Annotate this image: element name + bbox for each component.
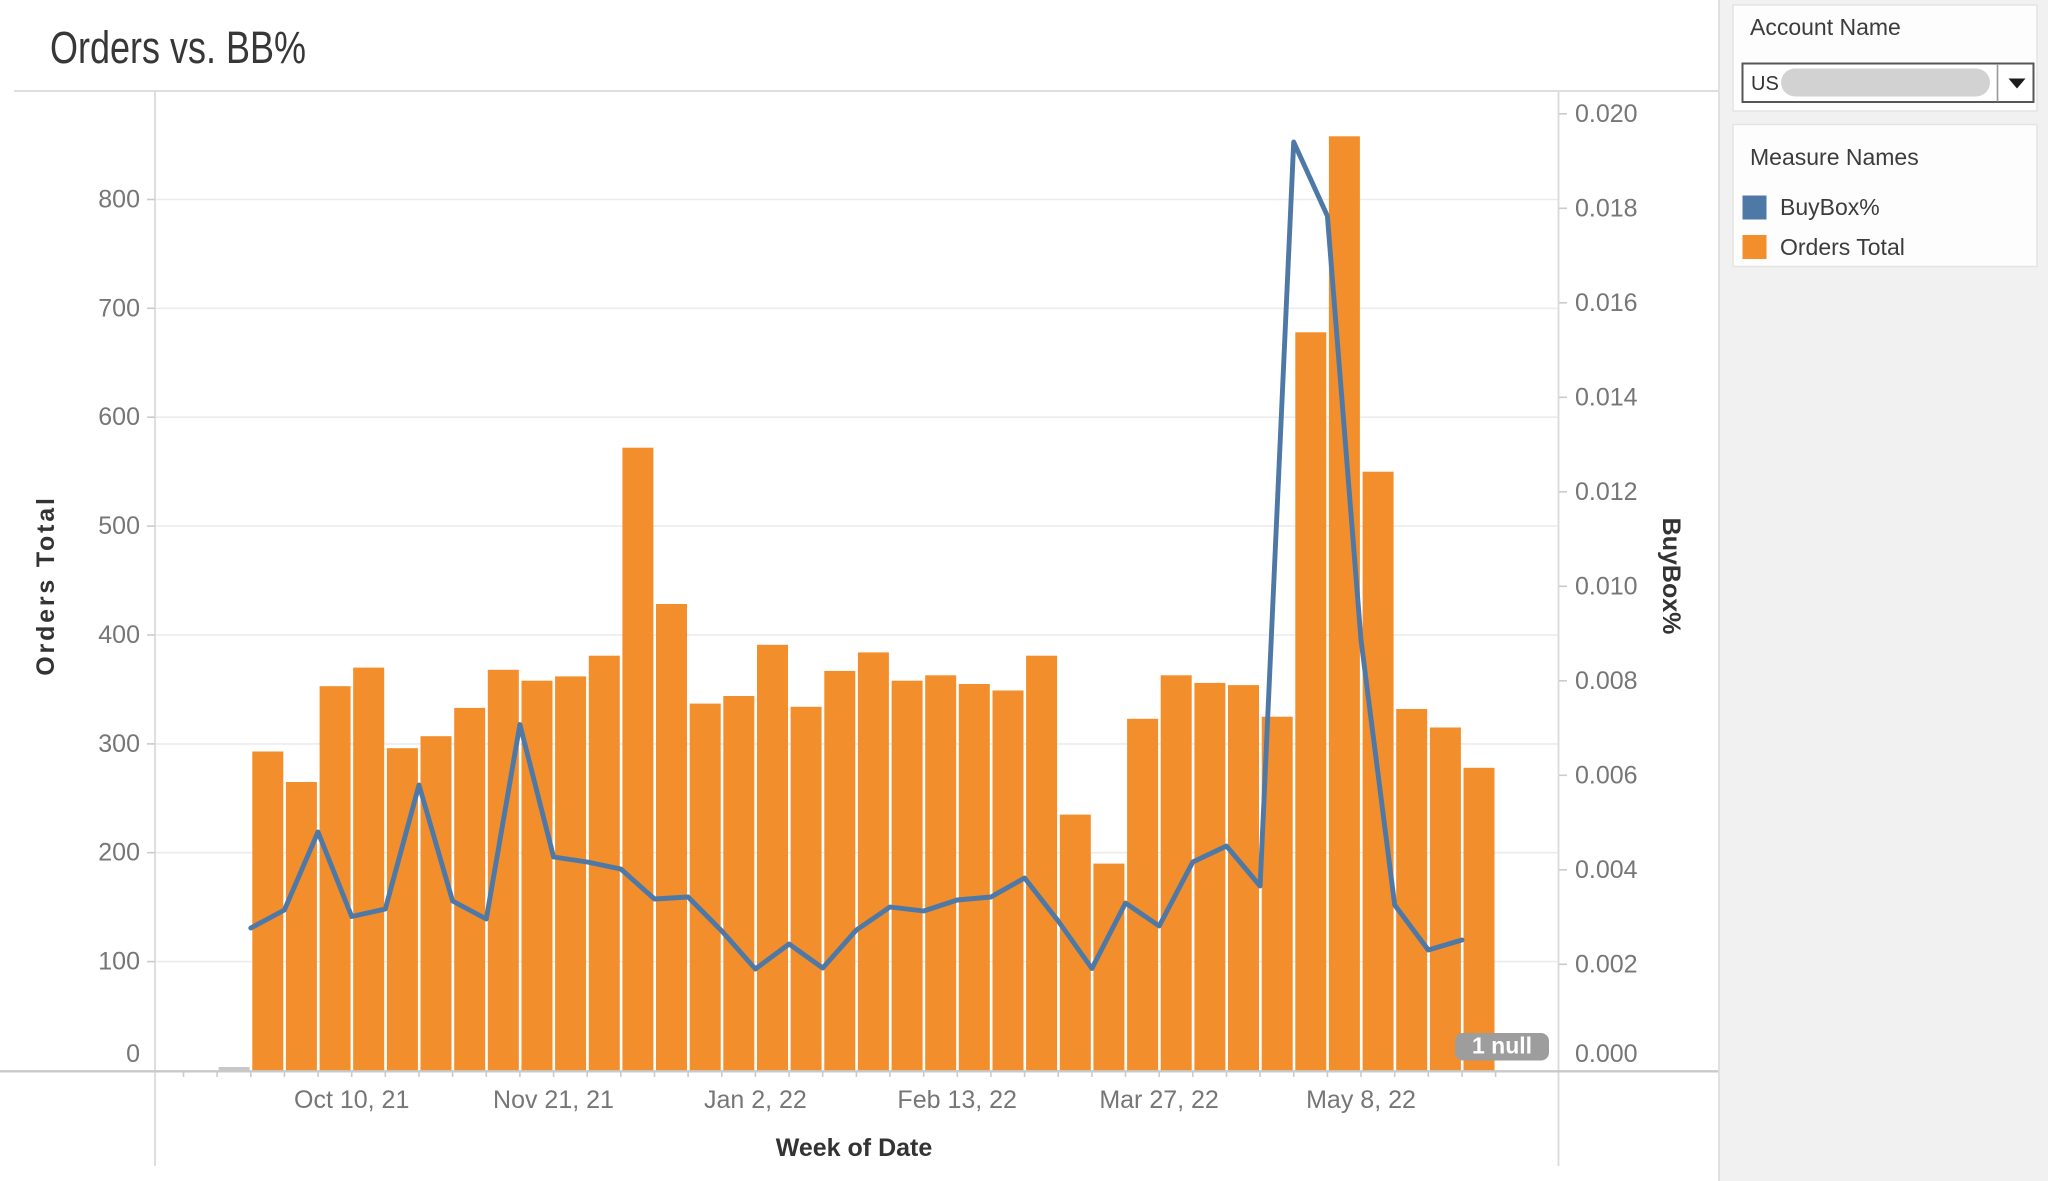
svg-text:0.014: 0.014 <box>1575 383 1638 411</box>
svg-text:0.018: 0.018 <box>1575 194 1638 222</box>
svg-text:May 8, 22: May 8, 22 <box>1306 1086 1416 1114</box>
svg-text:1 null: 1 null <box>1472 1033 1532 1059</box>
svg-text:0.002: 0.002 <box>1575 950 1638 978</box>
svg-text:0.008: 0.008 <box>1575 667 1638 695</box>
svg-text:100: 100 <box>98 948 140 976</box>
svg-text:0.016: 0.016 <box>1575 289 1638 317</box>
svg-text:Nov 21, 21: Nov 21, 21 <box>493 1086 614 1114</box>
svg-text:Measure Names: Measure Names <box>1750 144 1919 170</box>
svg-text:200: 200 <box>98 839 140 867</box>
svg-text:Oct 10, 21: Oct 10, 21 <box>294 1086 409 1114</box>
svg-text:Week of Date: Week of Date <box>776 1134 933 1162</box>
svg-text:300: 300 <box>98 730 140 758</box>
svg-text:Account Name: Account Name <box>1750 14 1901 40</box>
svg-text:0.010: 0.010 <box>1575 572 1638 600</box>
svg-text:Mar 27, 22: Mar 27, 22 <box>1099 1086 1219 1114</box>
svg-text:BuyBox%: BuyBox% <box>1657 518 1685 635</box>
svg-text:700: 700 <box>98 294 140 322</box>
svg-text:500: 500 <box>98 512 140 540</box>
svg-text:Orders Total: Orders Total <box>1780 234 1905 260</box>
svg-text:Orders vs. BB%: Orders vs. BB% <box>50 22 306 73</box>
svg-text:0: 0 <box>126 1040 140 1068</box>
svg-text:US: US <box>1751 73 1779 95</box>
svg-text:Feb 13, 22: Feb 13, 22 <box>897 1086 1017 1114</box>
svg-text:Jan 2, 22: Jan 2, 22 <box>704 1086 807 1114</box>
svg-text:0.006: 0.006 <box>1575 761 1638 789</box>
svg-text:0.004: 0.004 <box>1575 856 1638 884</box>
svg-text:400: 400 <box>98 621 140 649</box>
svg-text:600: 600 <box>98 403 140 431</box>
svg-text:BuyBox%: BuyBox% <box>1780 194 1880 220</box>
svg-text:800: 800 <box>98 186 140 214</box>
svg-text:Orders Total: Orders Total <box>32 495 60 675</box>
svg-text:0.000: 0.000 <box>1575 1040 1638 1068</box>
svg-text:0.020: 0.020 <box>1575 100 1638 128</box>
svg-text:0.012: 0.012 <box>1575 478 1638 506</box>
